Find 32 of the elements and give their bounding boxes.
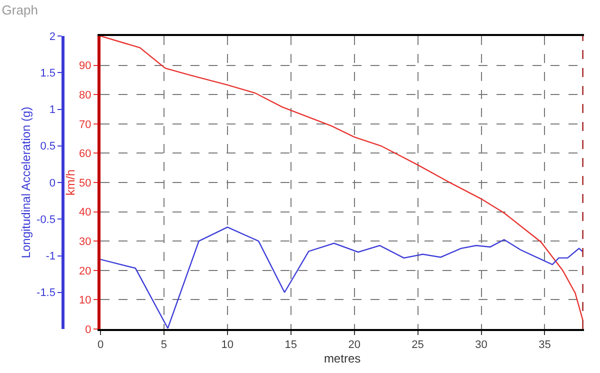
y-tick-label: 50 — [79, 177, 92, 190]
y2-tick-label: -1.5 — [36, 287, 56, 300]
y2-tick-label: -0.5 — [36, 214, 56, 226]
x-tick-label: 30 — [475, 339, 488, 352]
y-tick-label: 40 — [79, 206, 92, 219]
chart-title: Graph — [2, 2, 38, 18]
x-tick-label: 25 — [412, 339, 424, 352]
y2-axis-title: Longitudinal Acceleration (g) — [18, 106, 33, 258]
y-tick-label: 80 — [79, 89, 92, 102]
y2-tick-label: 1 — [49, 104, 56, 116]
line-series — [100, 226, 583, 329]
y2-tick-label: 2 — [49, 30, 56, 43]
x-axis-title: metres — [324, 352, 361, 366]
x-tick-label: 10 — [221, 339, 234, 352]
x-tick-label: 35 — [538, 339, 551, 352]
y-tick-label: 20 — [79, 265, 92, 278]
y2-tick-label: -1 — [46, 250, 56, 263]
y-axis-title: km/h — [63, 169, 78, 196]
y-tick-label: 10 — [79, 294, 92, 307]
y2-tick-label: 0 — [49, 177, 56, 190]
y-tick-label: 30 — [79, 236, 92, 248]
y-tick-label: 70 — [79, 118, 92, 131]
x-tick-label: 5 — [160, 339, 168, 352]
x-tick-label: 0 — [97, 339, 104, 352]
x-tick-label: 20 — [348, 339, 360, 352]
y2-tick-label: 1.5 — [40, 67, 56, 80]
y-tick-label: 60 — [79, 148, 92, 160]
y-tick-label: 90 — [79, 60, 92, 72]
y2-tick-label: 0.5 — [40, 140, 56, 153]
line-series — [100, 36, 584, 321]
x-tick-label: 15 — [284, 339, 298, 352]
y-tick-label: 0 — [85, 324, 92, 336]
